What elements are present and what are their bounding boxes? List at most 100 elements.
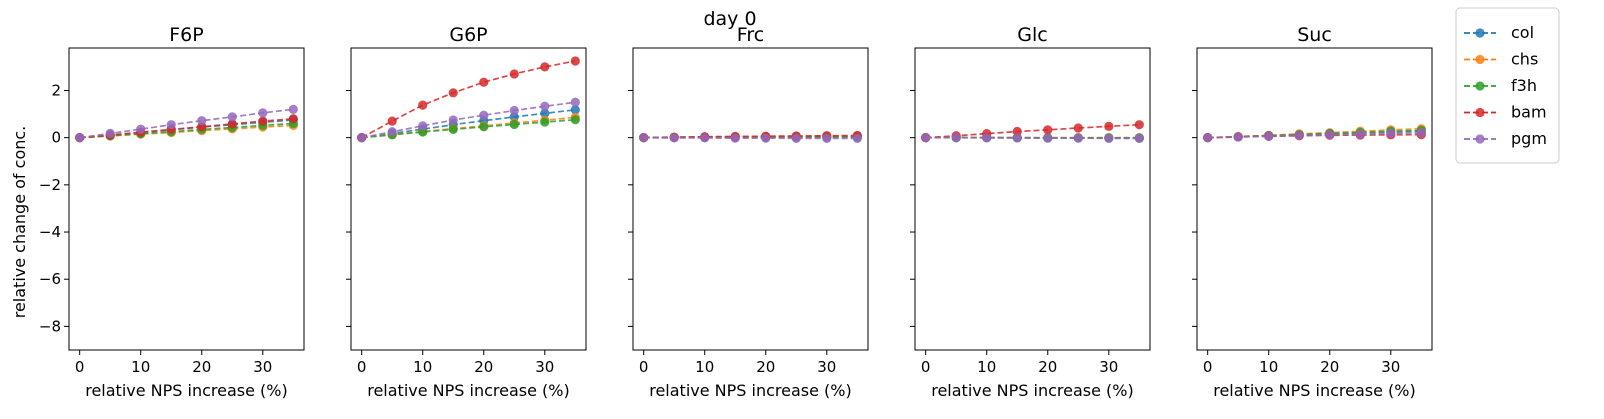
data-point-pgm (761, 133, 771, 143)
legend-item-col: col (1464, 23, 1534, 42)
data-point-pgm (479, 110, 489, 120)
data-point-bam (570, 56, 580, 66)
series-line-pgm (361, 101, 576, 139)
suptitle: day 0 (703, 8, 756, 30)
data-point-bam (479, 77, 489, 87)
data-point-pgm (1043, 133, 1053, 143)
subplot-title: F6P (169, 24, 203, 46)
data-point-bam (509, 69, 519, 79)
series-pgm (921, 133, 1144, 143)
x-tick-label: 10 (413, 358, 432, 376)
data-point-pgm (387, 127, 397, 137)
data-point-pgm (570, 97, 580, 107)
legend-box (1455, 7, 1560, 164)
data-point-pgm (639, 133, 649, 143)
x-tick-label: 30 (1381, 358, 1400, 376)
data-point-pgm (509, 105, 519, 116)
data-point-f3h (479, 122, 489, 132)
legend-marker (1475, 54, 1485, 65)
data-point-bam (1134, 120, 1144, 130)
x-axis-label: relative NPS increase (%) (649, 381, 852, 400)
x-axis-label: relative NPS increase (%) (1213, 381, 1416, 400)
data-point-bam (1043, 125, 1053, 135)
x-tick-label: 30 (817, 358, 836, 376)
data-point-pgm (1264, 131, 1274, 141)
subplot-1: G6P 0 10 20 30 relative NPS increase (%) (346, 24, 587, 400)
x-tick-label: 0 (921, 358, 931, 376)
data-point-pgm (166, 120, 176, 130)
legend-label: pgm (1511, 129, 1547, 148)
x-tick-label: 0 (357, 358, 367, 376)
data-point-bam (288, 114, 298, 124)
x-tick-label: 0 (75, 358, 85, 376)
x-tick-label: 20 (1038, 358, 1057, 376)
data-point-pgm (288, 104, 298, 114)
legend-item-bam: bam (1464, 103, 1547, 122)
data-point-pgm (1386, 128, 1396, 139)
legend-label: bam (1511, 103, 1547, 122)
data-point-f3h (448, 124, 458, 134)
data-point-pgm (540, 101, 550, 111)
data-point-pgm (227, 112, 237, 122)
legend-label: chs (1511, 50, 1538, 69)
x-tick-label: 20 (1320, 358, 1339, 376)
data-point-f3h (509, 119, 519, 130)
data-point-pgm (669, 133, 679, 143)
legend-marker (1475, 28, 1485, 38)
subplot-3: Glc 0 10 20 30 relative NPS increase (%) (910, 24, 1151, 400)
x-axis-label: relative NPS increase (%) (931, 381, 1134, 400)
y-axis-label: relative change of conc. (10, 126, 29, 319)
x-tick-label: 20 (756, 358, 775, 376)
subplot-title: Glc (1017, 24, 1047, 46)
data-point-bam (540, 62, 550, 72)
subplot-title: Frc (737, 24, 764, 46)
y-tick-label: −4 (39, 223, 61, 241)
series-pgm (639, 133, 862, 143)
x-axis-label: relative NPS increase (%) (367, 381, 570, 400)
legend-marker (1475, 107, 1485, 118)
x-axis-label: relative NPS increase (%) (85, 381, 288, 400)
data-point-pgm (1233, 132, 1243, 142)
x-tick-label: 20 (474, 358, 493, 376)
x-tick-label: 10 (131, 358, 150, 376)
x-tick-label: 20 (192, 358, 211, 376)
data-point-col (570, 105, 580, 115)
data-point-col (540, 108, 550, 118)
axes-frame (632, 47, 869, 351)
data-point-pgm (1134, 133, 1144, 143)
x-tick-label: 0 (639, 358, 649, 376)
subplot-4: Suc 0 10 20 30 relative NPS increase (%) (1192, 24, 1433, 400)
data-point-bam (227, 119, 237, 129)
legend-item-pgm: pgm (1464, 129, 1547, 148)
x-tick-label: 30 (253, 358, 272, 376)
data-point-pgm (448, 115, 458, 125)
legend: col chs f3h bam pgm (1455, 7, 1560, 164)
subplot-title: G6P (449, 24, 487, 46)
data-point-pgm (1294, 130, 1304, 141)
subplot-title: Suc (1297, 24, 1332, 46)
legend-marker (1475, 134, 1485, 144)
data-point-pgm (982, 133, 992, 143)
axes-frame (68, 47, 305, 351)
data-point-pgm (1325, 130, 1335, 140)
data-point-pgm (105, 128, 115, 139)
data-point-pgm (822, 133, 832, 143)
data-point-pgm (852, 133, 862, 143)
data-point-bam (418, 100, 428, 110)
y-tick-label: 2 (51, 81, 61, 99)
axes-frame (350, 47, 587, 351)
data-point-pgm (1416, 128, 1426, 138)
y-tick-label: −6 (39, 270, 61, 288)
data-point-pgm (197, 116, 207, 126)
legend-label: f3h (1511, 76, 1537, 95)
x-tick-label: 10 (695, 358, 714, 376)
legend-item-f3h: f3h (1464, 76, 1537, 95)
data-point-pgm (1104, 133, 1114, 143)
data-point-pgm (258, 108, 268, 118)
axes-frame (914, 47, 1151, 351)
y-tick-label: −2 (39, 176, 61, 194)
data-point-pgm (791, 133, 801, 143)
series-pgm (357, 97, 580, 143)
data-point-pgm (1355, 129, 1365, 139)
